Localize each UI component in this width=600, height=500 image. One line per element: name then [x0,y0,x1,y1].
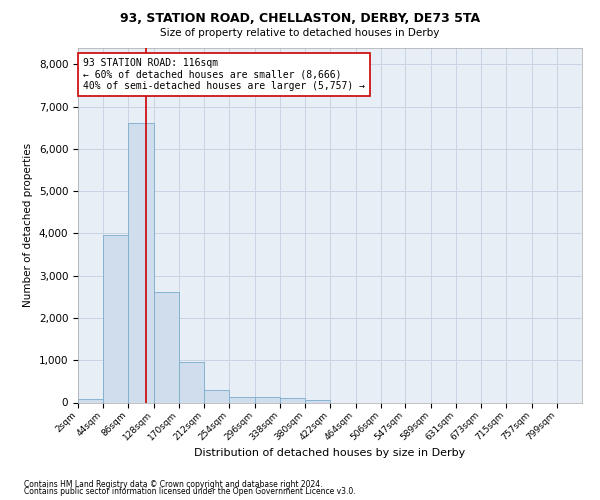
Text: 93 STATION ROAD: 116sqm
← 60% of detached houses are smaller (8,666)
40% of semi: 93 STATION ROAD: 116sqm ← 60% of detache… [83,58,365,92]
Text: Size of property relative to detached houses in Derby: Size of property relative to detached ho… [160,28,440,38]
Bar [78,399,103,402]
Bar [254,398,280,402]
Text: 93, STATION ROAD, CHELLASTON, DERBY, DE73 5TA: 93, STATION ROAD, CHELLASTON, DERBY, DE7… [120,12,480,26]
Bar [280,398,305,402]
Bar [103,234,128,402]
X-axis label: Distribution of detached houses by size in Derby: Distribution of detached houses by size … [194,448,466,458]
Bar [128,122,154,402]
Bar [204,390,229,402]
Text: Contains public sector information licensed under the Open Government Licence v3: Contains public sector information licen… [24,487,356,496]
Text: Contains HM Land Registry data © Crown copyright and database right 2024.: Contains HM Land Registry data © Crown c… [24,480,323,489]
Bar [305,400,331,402]
Y-axis label: Number of detached properties: Number of detached properties [23,143,33,307]
Bar [229,397,254,402]
Bar [179,362,204,403]
Bar [154,292,179,403]
